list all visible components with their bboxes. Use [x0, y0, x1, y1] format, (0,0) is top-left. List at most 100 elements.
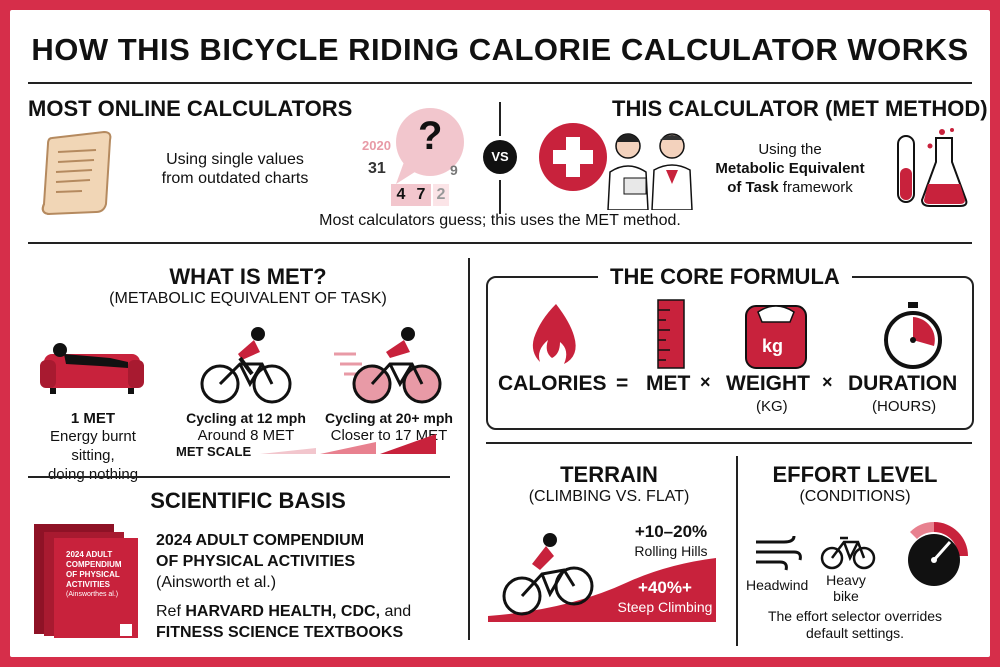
terrain-heading: TERRAIN — [560, 462, 658, 487]
met-item-line1: Energy burnt sitting, — [50, 428, 136, 464]
met-item-line1: Around 8 MET — [197, 427, 295, 444]
flame-icon — [532, 304, 576, 364]
scientific-heading: SCIENTIFIC BASIS — [150, 488, 346, 513]
chart-cell-4: 4 — [391, 184, 411, 206]
formula-equals: = — [616, 372, 629, 395]
divider — [28, 476, 450, 478]
chart-cell-7: 7 — [411, 184, 431, 206]
question-bubble-icon — [396, 108, 464, 184]
scale-icon — [745, 305, 807, 369]
formula-times: × — [822, 372, 833, 392]
chart-cell-2: 2 — [433, 184, 449, 206]
book-line: 2024 ADULT — [66, 550, 113, 559]
heavy-bike-icon — [820, 536, 876, 570]
climbing-cyclist-icon — [502, 533, 594, 616]
met-calc-line3-rest: framework — [778, 179, 853, 196]
cyclist-12mph-icon — [200, 327, 292, 404]
effort-subheading: (CONDITIONS) — [799, 488, 911, 505]
ref-sources: HARVARD HEALTH, CDC, — [185, 603, 381, 620]
book-cover-text: 2024 ADULT COMPENDIUM OF PHYSICAL ACTIVI… — [66, 550, 136, 600]
met-calc-description: Using the Metabolic Equivalent of Task f… — [710, 140, 870, 197]
formula-met: MET — [646, 372, 691, 395]
formula-duration-unit: (HOURS) — [872, 398, 937, 415]
wind-icon — [756, 535, 802, 571]
effort-heading: EFFORT LEVEL — [772, 462, 938, 487]
rolling-percent: +10–20% — [634, 522, 708, 541]
online-line1: Using single values — [166, 151, 304, 168]
books-icon — [34, 524, 138, 638]
book-line: COMPENDIUM — [66, 560, 122, 569]
scientific-line3: (Ainsworth et al.) — [156, 574, 277, 591]
effort-note: The effort selector overrides default se… — [738, 608, 972, 642]
book-line: (Ainsworthes al.) — [66, 591, 119, 598]
formula-heading: THE CORE FORMULA — [598, 264, 852, 290]
online-line2: from outdated charts — [161, 170, 309, 187]
met-calc-heading: THIS CALCULATOR (MET METHOD) — [612, 96, 988, 121]
divider — [28, 82, 972, 84]
page-title: HOW THIS BICYCLE RIDING CALORIE CALCULAT… — [31, 32, 969, 67]
terrain-subheading: (CLIMBING VS. FLAT) — [528, 488, 690, 505]
effort-note-line1: The effort selector overrides — [767, 608, 943, 624]
formula-calories: CALORIES — [498, 372, 607, 395]
heavy-bike-line2: bike — [833, 588, 859, 604]
headwind-label: Headwind — [746, 577, 809, 593]
scientific-line1: 2024 ADULT COMPENDIUM — [156, 532, 365, 549]
divider — [28, 242, 972, 244]
scale-kg-label: kg — [762, 336, 784, 356]
book-line: ACTIVITIES — [66, 580, 111, 589]
stopwatch-icon — [884, 302, 942, 369]
lab-flasks-icon — [897, 128, 968, 207]
formula-weight: WEIGHT — [726, 372, 810, 395]
divider — [486, 442, 972, 444]
met-calc-line1: Using the — [758, 141, 822, 158]
steep-percent: +40%+ — [638, 578, 692, 597]
online-description: Using single values from outdated charts — [135, 150, 335, 188]
met-item-title: 1 MET — [70, 410, 116, 427]
scroll-icon — [41, 130, 112, 216]
ref-prefix: Ref — [156, 603, 186, 620]
book-line: OF PHYSICAL — [66, 570, 120, 579]
met-calc-line2: Metabolic Equivalent — [715, 160, 865, 177]
met-item-20mph: Cycling at 20+ mph Closer to 17 MET — [314, 410, 464, 445]
ref-and: and — [380, 603, 412, 620]
question-mark: ? — [418, 114, 443, 158]
met-scale-label: MET SCALE — [176, 444, 252, 459]
divider — [468, 258, 470, 640]
heavy-bike-label: Heavy bike — [816, 572, 876, 604]
rolling-text: Rolling Hills — [634, 543, 708, 559]
couch-icon — [40, 343, 144, 394]
chart-year: 2020 — [362, 138, 391, 153]
chart-num-9: 9 — [450, 162, 458, 178]
met-item-title: Cycling at 12 mph — [186, 410, 306, 426]
heavy-bike-line1: Heavy — [826, 572, 866, 588]
divider — [499, 180, 501, 214]
formula-weight-unit: (KG) — [756, 398, 788, 415]
what-is-met-subheading: (METABOLIC EQUIVALENT OF TASK) — [109, 290, 387, 307]
met-item-title: Cycling at 20+ mph — [325, 410, 453, 426]
rolling-hills-label: +10–20% Rolling Hills — [616, 522, 726, 561]
met-item-12mph: Cycling at 12 mph Around 8 MET — [176, 410, 316, 445]
online-heading: MOST ONLINE CALCULATORS — [28, 96, 353, 121]
vs-badge: VS — [483, 140, 517, 174]
met-item-line1: Closer to 17 MET — [330, 427, 448, 444]
effort-gauge-icon — [908, 522, 968, 586]
met-item-line2: doing nothing — [47, 466, 139, 483]
doctors-icon — [607, 133, 693, 210]
steep-text: Steep Climbing — [617, 599, 713, 615]
met-scale-bar — [260, 434, 436, 454]
ruler-icon — [657, 299, 685, 369]
hill-slope-graphic — [488, 558, 716, 622]
scientific-line2: OF PHYSICAL ACTIVITIES — [156, 553, 356, 570]
met-calc-line3-bold: of Task — [727, 179, 779, 196]
comparison-caption: Most calculators guess; this uses the ME… — [319, 212, 681, 229]
chart-num-31: 31 — [368, 160, 386, 177]
medical-cross-icon — [539, 123, 607, 191]
cyclist-20mph-icon — [334, 327, 442, 404]
scientific-text: 2024 ADULT COMPENDIUM OF PHYSICAL ACTIVI… — [156, 530, 411, 643]
ref-line2: FITNESS SCIENCE TEXTBOOKS — [156, 624, 404, 641]
divider — [499, 102, 501, 136]
effort-note-line2: default settings. — [805, 625, 905, 641]
formula-duration: DURATION — [848, 372, 958, 395]
divider — [736, 456, 738, 646]
infographic-card: HOW THIS BICYCLE RIDING CALORIE CALCULAT… — [10, 10, 990, 657]
